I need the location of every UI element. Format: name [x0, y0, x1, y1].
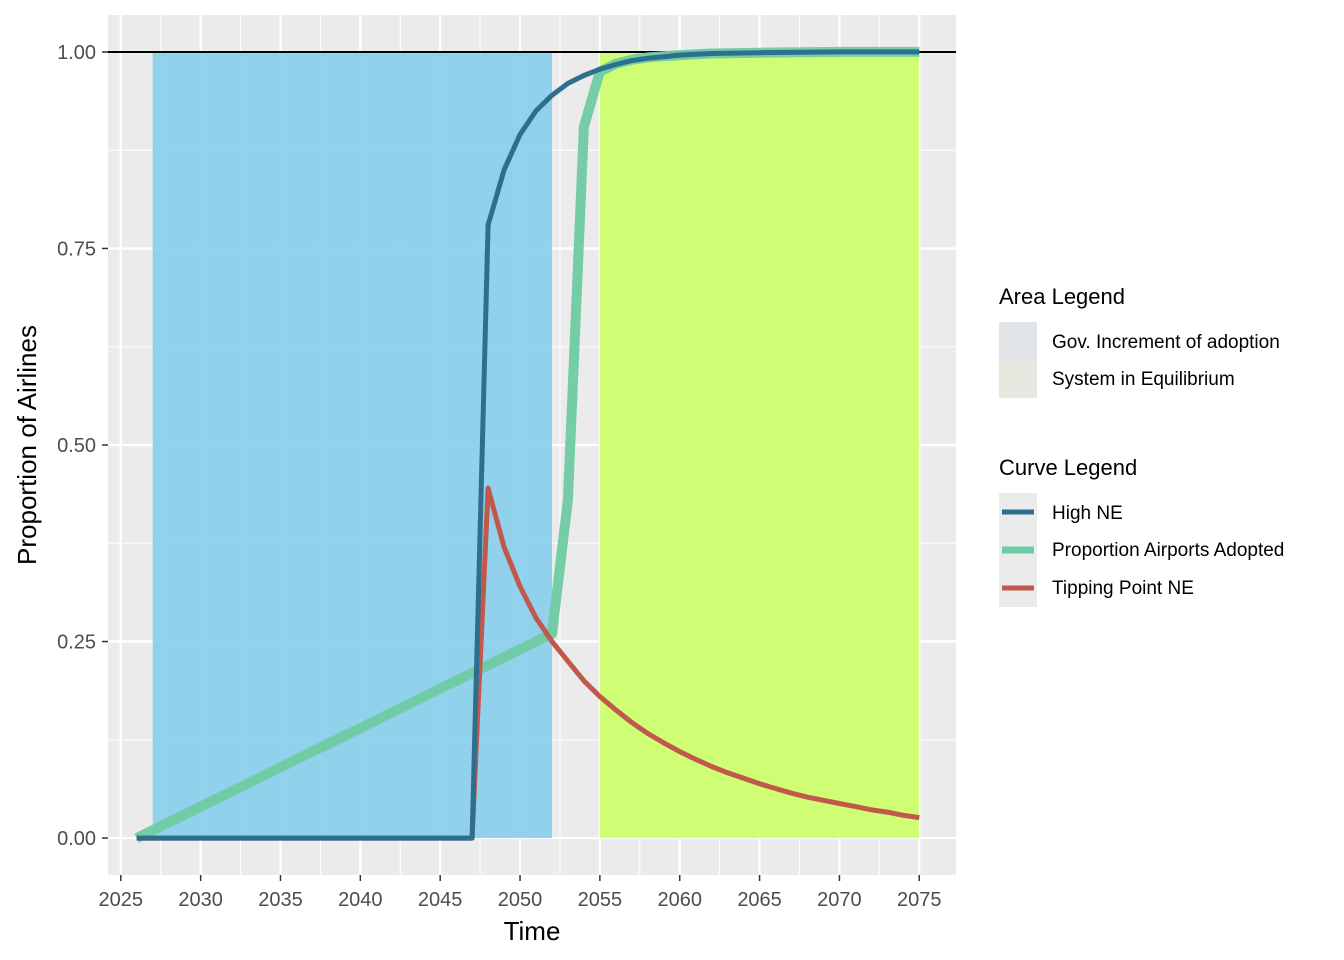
x-tick-label: 2050 [498, 889, 543, 911]
area-legend-label-gov: Gov. Increment of adoption [1052, 332, 1280, 353]
curve-legend-label-tipping: Tipping Point NE [1052, 578, 1194, 599]
series-line-tipping-point-ne [136, 485, 920, 841]
x-tick-label: 2070 [817, 889, 862, 911]
x-tick-label: 2035 [258, 889, 303, 911]
area-layer [152, 51, 920, 839]
curve-legend: Curve Legend High NE Proportion Airports… [999, 455, 1284, 607]
x-tick-label: 2045 [418, 889, 463, 911]
y-tick-label: 0.50 [57, 435, 96, 457]
y-axis-title: Proportion of Airlines [12, 325, 42, 565]
area-gov-increment [152, 51, 552, 839]
y-tick-label: 0.25 [57, 632, 96, 654]
curve-legend-title: Curve Legend [999, 455, 1137, 480]
y-axis: 0.00 0.25 0.50 0.75 1.00 [57, 42, 108, 850]
x-tick-label: 2055 [578, 889, 623, 911]
y-tick-label: 0.00 [57, 828, 96, 850]
x-tick-label: 2065 [737, 889, 782, 911]
curve-legend-label-airports: Proportion Airports Adopted [1052, 540, 1284, 561]
area-equilibrium [599, 51, 920, 839]
area-legend-key-equilibrium [999, 360, 1037, 398]
y-tick-label: 1.00 [57, 42, 96, 64]
x-axis: 2025 2030 2035 2040 2045 2050 2055 2060 2065 2070… [99, 875, 942, 911]
x-tick-label: 2075 [897, 889, 942, 911]
x-tick-label: 2030 [178, 889, 223, 911]
x-axis-title: Time [504, 916, 561, 946]
x-tick-label: 2025 [99, 889, 144, 911]
x-tick-label: 2060 [657, 889, 702, 911]
area-legend-key-gov [999, 322, 1037, 360]
y-tick-label: 0.75 [57, 238, 96, 260]
series-layer [134, 46, 920, 843]
area-legend: Area Legend Gov. Increment of adoption S… [999, 284, 1280, 398]
series-line-high-ne [136, 49, 920, 841]
x-tick-label: 2040 [338, 889, 383, 911]
curve-legend-label-high: High NE [1052, 503, 1123, 524]
area-legend-label-equilibrium: System in Equilibrium [1052, 369, 1235, 390]
area-legend-title: Area Legend [999, 284, 1125, 309]
